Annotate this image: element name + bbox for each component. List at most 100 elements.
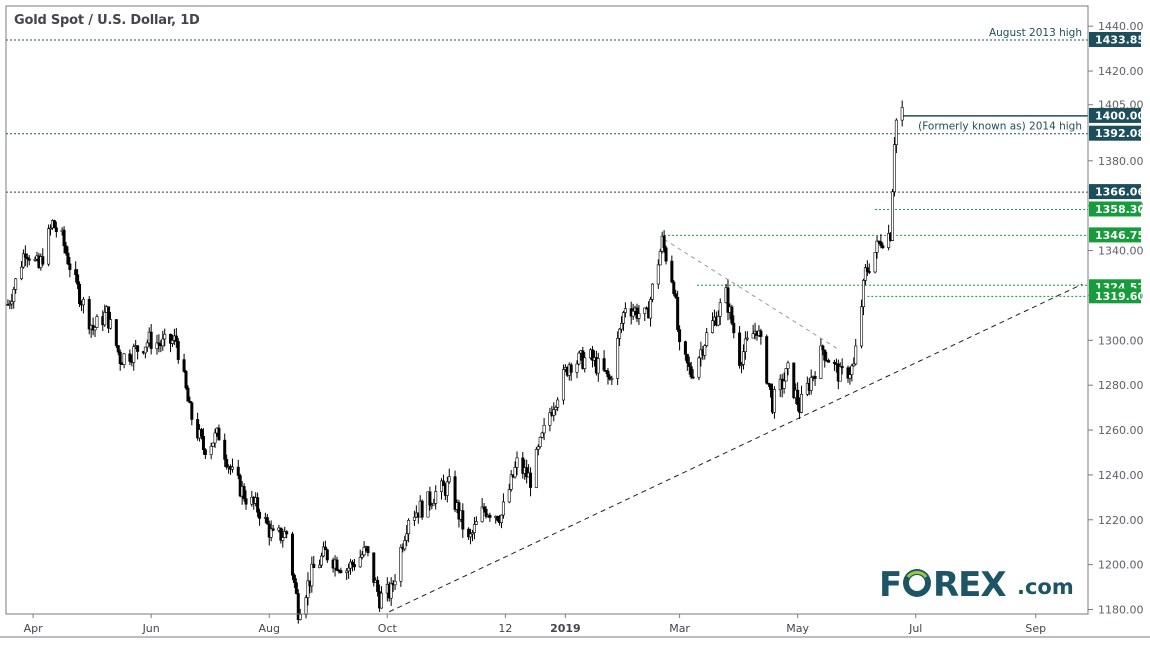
rising-trendline [389, 283, 1083, 613]
candle-body [792, 362, 796, 398]
horizontal-levels: August 2013 high (Formerly known as) 2014… [6, 27, 1088, 297]
candle-body [33, 258, 37, 261]
candle-body [132, 346, 136, 363]
plot-border [5, 5, 1089, 615]
candle-body [163, 333, 167, 340]
candle-body [203, 449, 207, 455]
candle-body [290, 533, 294, 576]
candle-body [784, 368, 788, 382]
y-tick-label: 1340.00 [1098, 245, 1144, 258]
candle-body [345, 570, 349, 573]
candle-body [432, 503, 436, 506]
level-price-box [1089, 107, 1141, 123]
candle-body [865, 267, 869, 272]
candle-body [412, 516, 416, 521]
candle-body [552, 409, 556, 416]
candle-body [650, 283, 654, 300]
candle-body [244, 498, 248, 505]
candle-body [217, 427, 221, 441]
candlesticks [6, 100, 904, 624]
candle-body [190, 402, 194, 420]
candle-body [796, 389, 800, 405]
y-tick-label: 1200.00 [1098, 559, 1144, 572]
candle-body [561, 369, 565, 401]
candle-body [441, 480, 445, 486]
level-price-label: 1319.60 [1095, 290, 1145, 303]
candle-body [827, 360, 831, 363]
candle-body [49, 227, 53, 230]
y-tick-label: 1300.00 [1098, 334, 1144, 347]
candle-body [12, 289, 16, 302]
candle-body [689, 366, 693, 378]
candle-body [122, 353, 126, 365]
candle-body [649, 299, 653, 319]
candle-body [705, 332, 709, 346]
x-tick-label: Oct [378, 622, 398, 635]
candle-body [225, 459, 229, 468]
candle-body [852, 363, 856, 367]
candle-body [78, 283, 82, 305]
y-tick-label: 1440.00 [1098, 20, 1144, 33]
candle-body [577, 352, 581, 365]
candle-body [664, 247, 668, 262]
candle-body [169, 333, 173, 344]
candle-body [881, 245, 885, 248]
candle-body [472, 524, 476, 533]
candle-body [745, 337, 749, 340]
candle-body [372, 552, 376, 583]
candle-body [515, 457, 519, 468]
level-annotation: August 2013 high [989, 27, 1082, 39]
y-tick-label: 1420.00 [1098, 65, 1144, 78]
candle-body [819, 345, 823, 379]
candle-body [161, 338, 165, 347]
falling-trendline [663, 238, 839, 350]
candle-body [501, 501, 505, 516]
level-price-box [1089, 31, 1141, 47]
candle-body [840, 366, 844, 369]
candle-body [848, 374, 852, 379]
candle-body [710, 320, 714, 333]
candle-body [258, 511, 262, 519]
candle-body [554, 407, 558, 410]
candle-body [320, 555, 324, 566]
candle-body [854, 345, 858, 365]
candle-body [740, 364, 744, 366]
candle-body [176, 341, 180, 360]
candle-body [875, 240, 879, 253]
candle-body [223, 439, 227, 460]
candle-body [47, 228, 51, 265]
candle-body [306, 580, 310, 598]
candle-body [298, 614, 302, 620]
svg-text:.com: .com [1017, 575, 1074, 599]
candle-body [445, 481, 449, 496]
candle-body [403, 540, 407, 550]
candle-body [608, 376, 612, 380]
candle-body [109, 319, 113, 329]
forex-logo: F REX .com [879, 565, 1079, 605]
candle-body [209, 445, 213, 455]
candle-body [610, 378, 614, 380]
candle-body [716, 316, 720, 326]
candle-body [447, 476, 451, 483]
candle-body [670, 260, 674, 283]
candle-body [186, 387, 190, 402]
candle-body [389, 583, 393, 599]
candle-body [759, 330, 763, 337]
candle-body [461, 510, 465, 530]
level-price-box [1089, 227, 1141, 243]
candle-body [676, 297, 680, 330]
candle-body [350, 561, 354, 565]
candle-body [674, 293, 678, 298]
candle-body [751, 333, 755, 339]
candle-body [850, 365, 854, 375]
candle-body [900, 107, 904, 121]
candle-body [352, 564, 356, 568]
candle-body [312, 563, 316, 569]
candle-body [658, 251, 662, 266]
candle-body [741, 351, 745, 365]
candle-body [691, 376, 695, 379]
candle-body [800, 393, 804, 413]
candle-body [606, 370, 610, 378]
candle-body [155, 342, 159, 349]
